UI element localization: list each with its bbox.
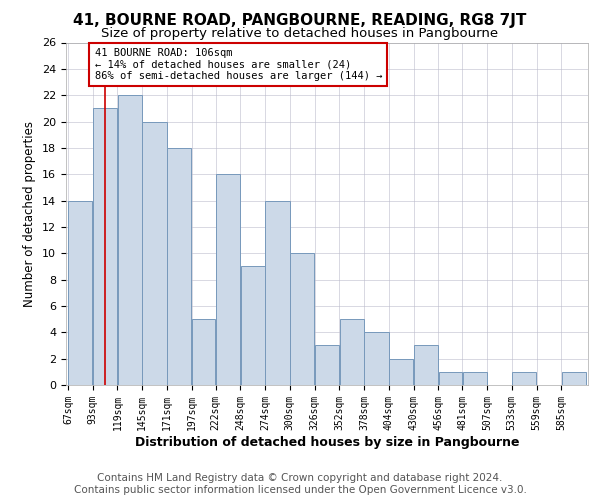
Y-axis label: Number of detached properties: Number of detached properties (23, 120, 37, 306)
Bar (192, 319, 215, 385)
Bar (290, 254, 314, 385)
Bar (364, 332, 389, 385)
Bar (68, 200, 92, 385)
X-axis label: Distribution of detached houses by size in Pangbourne: Distribution of detached houses by size … (135, 436, 519, 448)
Bar (414, 346, 438, 385)
Bar (389, 358, 413, 385)
Bar (93, 108, 117, 385)
Bar (167, 148, 191, 385)
Bar (439, 372, 462, 385)
Bar (315, 346, 339, 385)
Text: Contains HM Land Registry data © Crown copyright and database right 2024.
Contai: Contains HM Land Registry data © Crown c… (74, 474, 526, 495)
Bar (512, 372, 536, 385)
Bar (142, 122, 167, 385)
Text: 41 BOURNE ROAD: 106sqm
← 14% of detached houses are smaller (24)
86% of semi-det: 41 BOURNE ROAD: 106sqm ← 14% of detached… (95, 48, 382, 81)
Bar (241, 266, 265, 385)
Bar (463, 372, 487, 385)
Bar (340, 319, 364, 385)
Text: Size of property relative to detached houses in Pangbourne: Size of property relative to detached ho… (101, 28, 499, 40)
Bar (118, 95, 142, 385)
Text: 41, BOURNE ROAD, PANGBOURNE, READING, RG8 7JT: 41, BOURNE ROAD, PANGBOURNE, READING, RG… (73, 12, 527, 28)
Bar (265, 200, 290, 385)
Bar (216, 174, 240, 385)
Bar (562, 372, 586, 385)
